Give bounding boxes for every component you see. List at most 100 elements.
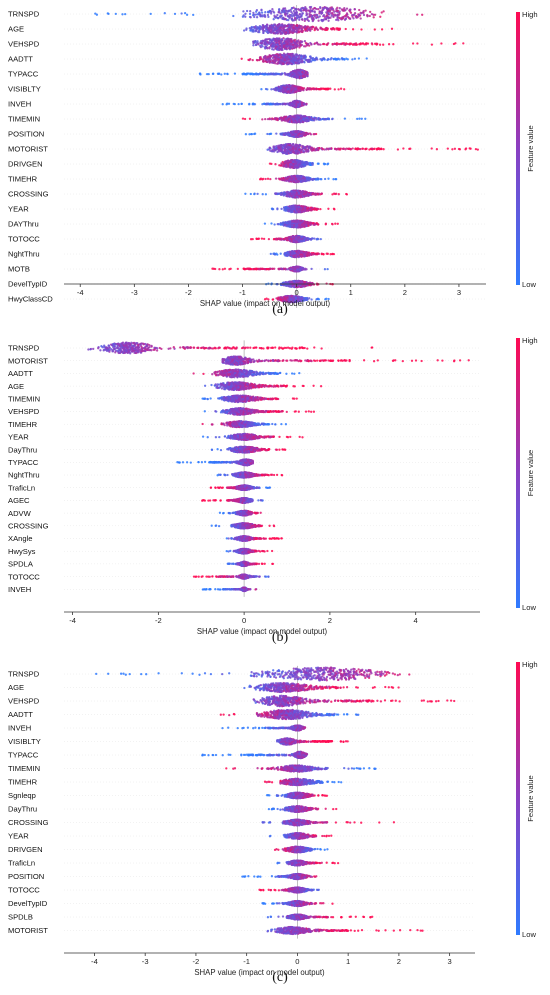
shap-dot [261,103,263,105]
shap-dot [267,103,269,105]
shap-dot [291,15,293,17]
shap-dot [301,71,303,73]
shap-dot [292,30,294,32]
shap-dot [288,10,290,12]
shap-dot [278,89,280,91]
shap-dot [292,118,294,120]
feature-label: INVEH [8,100,31,109]
shap-dot [343,58,345,60]
shap-dot [294,43,296,45]
shap-dot [416,13,418,15]
shap-dot [354,12,356,14]
shap-dot [265,41,267,43]
shap-dot [296,119,298,121]
shap-dot [319,43,321,45]
shap-dot [313,14,315,16]
shap-dot [296,17,298,19]
shap-dot [298,16,300,18]
shap-dot [252,44,254,46]
shap-dot [274,23,276,25]
shap-dot [350,43,352,45]
shap-dot [351,14,353,16]
shap-dot [261,118,263,120]
shap-dot [326,43,328,45]
shap-dot [283,72,285,74]
shap-dot [309,6,311,8]
shap-dot [186,14,188,16]
shap-dot [267,118,269,120]
shap-dot [280,24,282,26]
shap-dot [271,41,273,43]
shap-dot [316,28,318,30]
shap-dot [338,28,340,30]
shap-dot [299,60,301,62]
shap-dot [341,17,343,19]
shap-dot [294,72,296,74]
shap-dot [293,104,295,106]
shap-dot [278,46,280,48]
shap-dot [259,73,261,75]
shap-dot [310,9,312,11]
shap-dot [261,11,263,13]
feature-row: AADTT [8,53,486,66]
shap-dot [293,15,295,17]
shap-dot [333,43,335,45]
shap-dot [301,30,303,32]
shap-dot [249,118,251,120]
shap-dot [354,44,356,46]
shap-dot [258,28,260,30]
shap-dot [300,58,302,60]
shap-dot [251,30,253,32]
shap-dot [256,16,258,18]
shap-dot [264,15,266,17]
shap-dot [264,73,266,75]
shap-dot [226,103,228,105]
shap-dot [310,14,312,16]
shap-dot [297,86,299,88]
shap-dot [360,28,362,30]
shap-dot [391,28,393,30]
shap-dot [305,8,307,10]
shap-dot [331,43,333,45]
shap-dot [276,31,278,33]
shap-dot [272,10,274,12]
shap-dot [301,19,303,21]
shap-dot [297,75,299,77]
shap-dot [290,73,292,75]
shap-dot [298,57,300,59]
shap-dot [241,103,243,105]
shap-dot [306,120,308,122]
shap-dot [275,89,277,91]
shap-dot [306,75,308,77]
shap-dot [309,26,311,28]
shap-dot [369,11,371,13]
shap-dot [296,25,298,27]
shap-dot [264,46,266,48]
shap-dot [319,118,321,120]
shap-dot [262,32,264,34]
shap-dot [255,44,257,46]
shap-dot [296,71,298,73]
shap-dot [288,53,290,55]
shap-dot [270,103,272,105]
shap-dot [282,62,284,64]
shap-dot [242,16,244,18]
shap-dot [249,29,251,31]
shap-dot [266,44,268,46]
shap-dot [180,12,182,14]
shap-dot [332,8,334,10]
shap-dot [224,73,226,75]
shap-dot [281,89,283,91]
shap-dot [286,45,288,47]
shap-dot [249,27,251,29]
shap-dot [254,26,256,28]
shap-dot [244,13,246,15]
shap-dot [265,88,267,90]
shap-dot [300,41,302,43]
shap-dot [274,103,276,105]
shap-dot [164,12,166,14]
shap-dot [264,39,266,41]
shap-dot [325,18,327,20]
shap-dot [321,59,323,61]
shap-dot [354,8,356,10]
